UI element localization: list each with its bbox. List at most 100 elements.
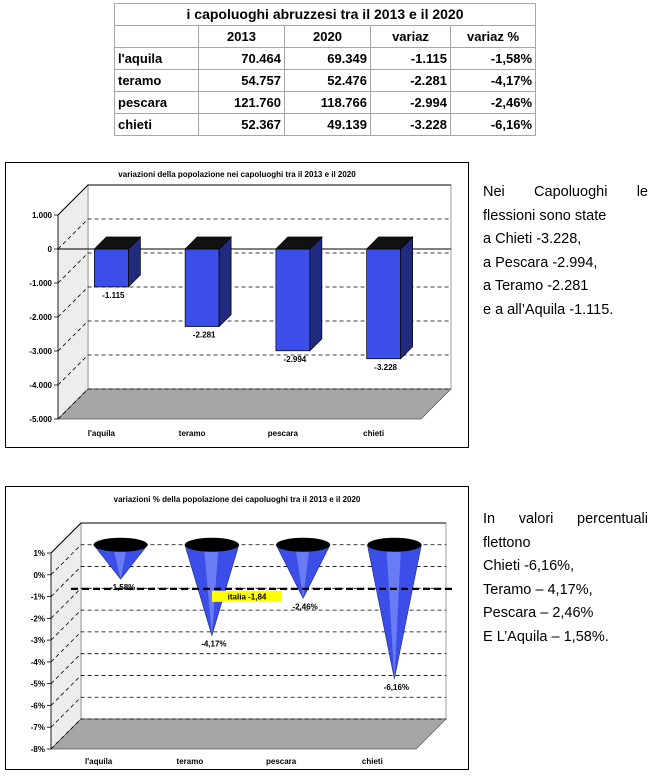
paragraph-line: Nei Capoluoghi le	[483, 184, 648, 200]
chart-gridline	[57, 184, 451, 216]
table-header-cell: 2020	[284, 25, 371, 48]
chart-gridline	[57, 218, 451, 250]
table-cell: -1,58%	[449, 47, 537, 70]
chart-gridline	[50, 653, 446, 684]
table-cell: -2.994	[370, 91, 451, 114]
y-tick-label: -1%	[31, 593, 45, 602]
x-tick-label: pescara	[268, 429, 299, 438]
table-header-cell: variaz	[370, 25, 451, 48]
table-cell: -3.228	[370, 113, 451, 136]
y-tick-label: -2%	[31, 614, 45, 623]
y-tick-label: -6%	[31, 701, 45, 710]
paragraph-line: Teramo – 4,17%,	[483, 581, 593, 598]
cone-highlight	[112, 544, 128, 580]
chart-gridline	[57, 252, 451, 284]
x-tick-label: teramo	[179, 429, 206, 438]
table-cell: 54.757	[198, 69, 285, 92]
table-cell: 118.766	[284, 91, 371, 114]
bar-top	[365, 236, 414, 250]
chart-gridline	[57, 286, 451, 318]
table-cell: 121.760	[198, 91, 285, 114]
y-tick-label: -4%	[31, 658, 45, 667]
reference-label-bg	[212, 590, 282, 602]
table-cell: -4,17%	[449, 69, 537, 92]
bar-data-label: -1.115	[102, 291, 125, 300]
chart-gridline	[57, 354, 451, 386]
absolute-change-chart-svg: variazioni della popolazione nei capoluo…	[29, 170, 452, 438]
cone-top	[184, 537, 239, 552]
percent-change-chart-svg: variazioni % della popolazione dei capol…	[31, 495, 456, 766]
bar-front	[366, 248, 401, 360]
y-tick-label: 0	[48, 245, 53, 254]
x-tick-label: l'aquila	[85, 757, 113, 766]
table-header-cell	[114, 25, 199, 48]
table-row: pescara 121.760 118.766 -2.994 -2,46%	[114, 91, 537, 114]
chart-floor	[50, 718, 447, 750]
chart-gridline	[57, 320, 451, 352]
cone-highlight	[386, 544, 402, 679]
table-cell: 52.367	[198, 113, 285, 136]
table-title-row: i capoluoghi abruzzesi tra il 2013 e il …	[113, 3, 537, 26]
chart-gridline	[50, 696, 446, 728]
percent-change-paragraph: In valori percentuali flettono Chieti -6…	[483, 508, 648, 649]
table-cell: 69.349	[284, 47, 371, 70]
y-tick-label: -3.000	[29, 347, 52, 356]
cone-data-label: -6,16%	[384, 683, 409, 692]
table-cell: -6,16%	[449, 113, 537, 136]
absolute-change-chart: variazioni della popolazione nei capoluo…	[5, 162, 469, 448]
cone-highlight	[203, 544, 219, 636]
table-row: chieti 52.367 49.139 -3.228 -6,16%	[114, 113, 537, 136]
x-tick-label: chieti	[363, 429, 384, 438]
paragraph-line: a Pescara -2.994,	[483, 254, 598, 271]
population-table: i capoluoghi abruzzesi tra il 2013 e il …	[113, 3, 537, 136]
y-tick-label: -5%	[31, 680, 45, 689]
table-cell: 49.139	[284, 113, 371, 136]
y-tick-label: -4.000	[29, 381, 52, 390]
chart-gridline	[57, 388, 451, 420]
table-cell: 70.464	[198, 47, 285, 70]
x-tick-label: pescara	[266, 757, 297, 766]
y-tick-label: 0%	[33, 571, 45, 580]
y-tick-label: -3%	[31, 636, 45, 645]
y-tick-label: -5.000	[29, 415, 52, 424]
y-tick-label: 1.000	[32, 211, 53, 220]
y-tick-label: 1%	[33, 549, 45, 558]
table-cell: teramo	[114, 69, 199, 92]
table-header-cell: variaz %	[449, 25, 537, 48]
table-row: l'aquila 70.464 69.349 -1.115 -1,58%	[114, 47, 537, 70]
paragraph-line: Pescara – 2,46%	[483, 605, 594, 621]
paragraph-line: E L’Aquila – 1,58%.	[483, 628, 609, 645]
table-title: i capoluoghi abruzzesi tra il 2013 e il …	[113, 3, 537, 26]
bar-top	[93, 236, 142, 250]
cone-highlight	[295, 544, 310, 599]
x-tick-label: l'aquila	[88, 429, 116, 438]
paragraph-line: a Chieti -3.228,	[483, 231, 582, 247]
chart-title: variazioni della popolazione nei capoluo…	[118, 170, 356, 179]
chart-title: variazioni % della popolazione dei capol…	[114, 495, 361, 504]
cone-data-label: -2,46%	[292, 602, 317, 611]
paragraph-line: flettono	[483, 534, 531, 551]
table-cell: l'aquila	[114, 47, 199, 70]
bar-top	[275, 236, 323, 250]
cone-data-label: -1,58%	[110, 583, 135, 592]
paragraph-line: Chieti -6,16%,	[483, 558, 575, 574]
chart-gridline	[50, 609, 446, 641]
bar-side	[400, 236, 413, 360]
chart-gridline	[50, 587, 446, 619]
table-cell: -2.281	[370, 69, 451, 92]
table-cell: 52.476	[284, 69, 371, 92]
y-tick-label: -2.000	[29, 313, 52, 322]
table-cell: -2,46%	[449, 91, 537, 114]
chart-gridline	[50, 544, 446, 576]
x-tick-label: teramo	[177, 757, 204, 766]
table-header-cell: 2013	[198, 25, 285, 48]
paragraph-line: In valori percentuali	[483, 511, 648, 527]
table-cell: chieti	[114, 113, 199, 136]
chart-floor	[57, 388, 452, 420]
cone-top	[367, 537, 422, 552]
table-header-row: 2013 2020 variaz variaz %	[114, 25, 537, 48]
reference-label: italia -1,84	[228, 592, 267, 601]
bar-top	[184, 236, 232, 250]
bar-data-label: -3.228	[374, 363, 397, 372]
bar-front	[184, 248, 220, 327]
